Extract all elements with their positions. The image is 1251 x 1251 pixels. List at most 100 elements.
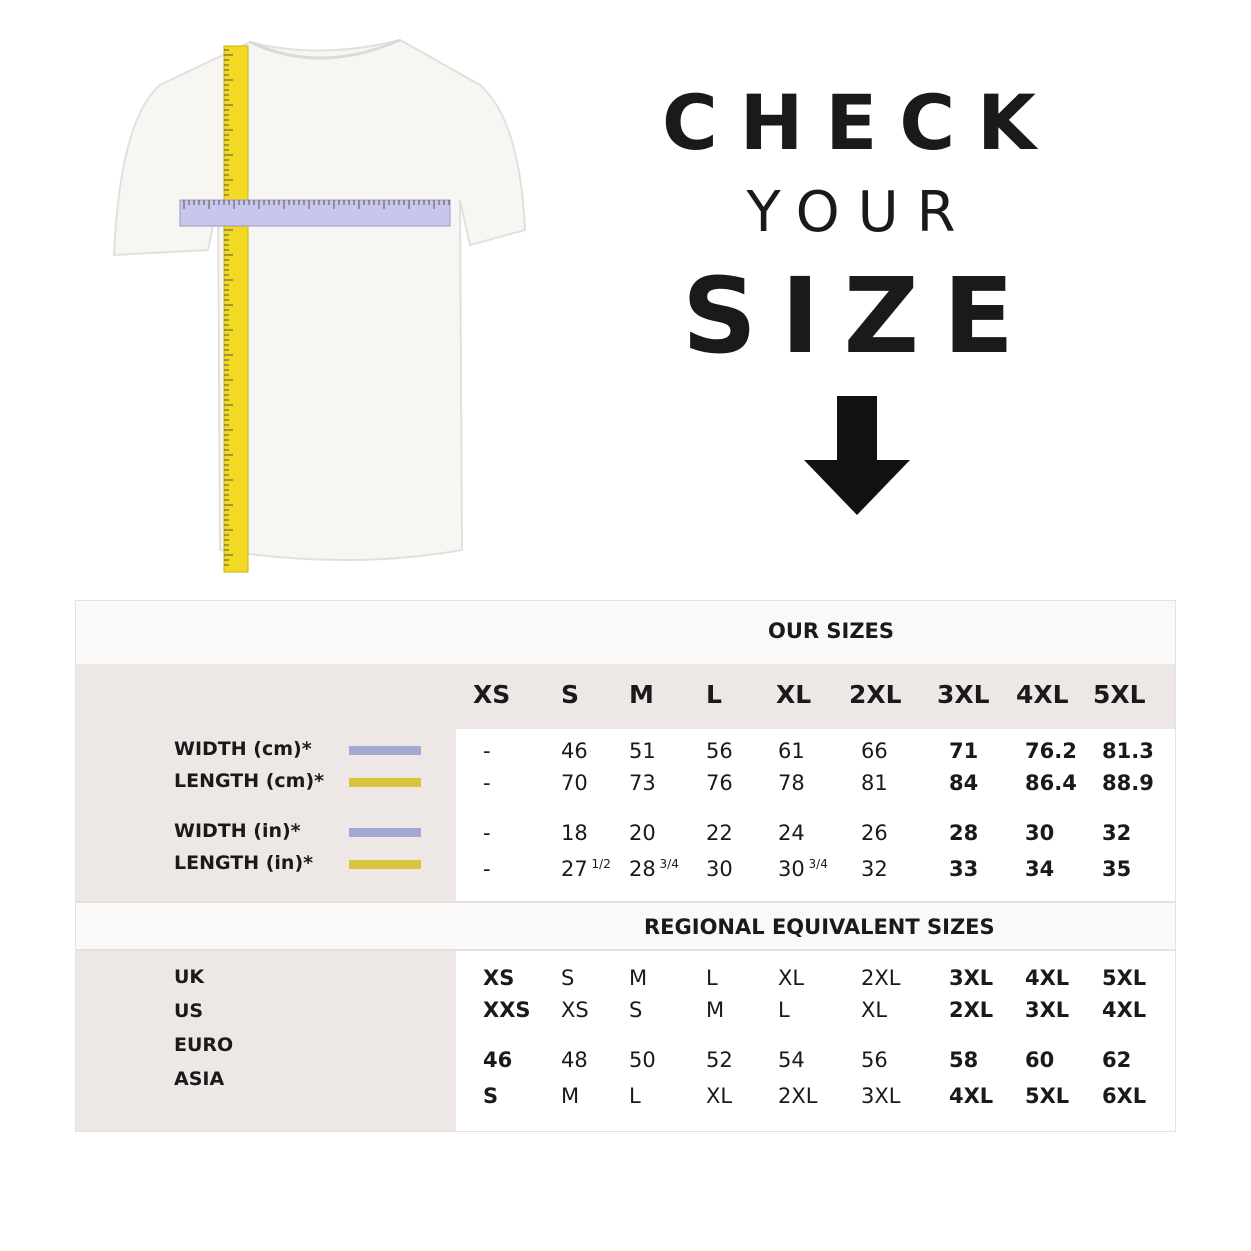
- size-header: 3XL: [937, 680, 990, 709]
- measurement-value: 28: [949, 821, 979, 845]
- regional-size-value: 4XL: [949, 1084, 994, 1108]
- regional-size-value: XL: [778, 966, 805, 990]
- regional-size-value: 56: [861, 1048, 888, 1072]
- regional-size-value: 46: [483, 1048, 513, 1072]
- measurement-value: 32: [861, 857, 888, 881]
- tshirt-shape: [112, 38, 527, 561]
- measurement-value: -: [483, 857, 491, 881]
- regional-size-value: XS: [561, 998, 589, 1022]
- measurement-value: 61: [778, 739, 805, 763]
- measurement-value: 18: [561, 821, 588, 845]
- headline-check: CHECK: [662, 78, 1058, 167]
- fraction: 3/4: [804, 857, 828, 871]
- measurement-label: LENGTH (in)*: [174, 852, 314, 874]
- regional-size-value: 4XL: [1102, 998, 1147, 1022]
- measurement-value: 27 1/2: [561, 857, 611, 881]
- fraction: 1/2: [587, 857, 611, 871]
- tshirt-image: [112, 38, 527, 573]
- regional-size-value: XXS: [483, 998, 531, 1022]
- size-header: 5XL: [1093, 680, 1146, 709]
- measurement-value: 56: [706, 739, 733, 763]
- measurement-value: 73: [629, 771, 656, 795]
- measurement-value: 81: [861, 771, 888, 795]
- measurement-value: 30: [1025, 821, 1055, 845]
- measurement-label: LENGTH (cm)*: [174, 770, 325, 792]
- regional-size-value: 3XL: [1025, 998, 1070, 1022]
- size-header: XL: [776, 680, 812, 709]
- measurement-value: -: [483, 771, 491, 795]
- regional-size-value: L: [778, 998, 790, 1022]
- headline-size: SIZE: [681, 255, 1039, 377]
- regional-size-value: 2XL: [861, 966, 901, 990]
- size-chart-table: OUR SIZES REGIONAL EQUIVALENT SIZES XS S M…: [75, 600, 1176, 1132]
- measurement-value: 34: [1025, 857, 1055, 881]
- measurement-value: 70: [561, 771, 588, 795]
- measurement-value: -: [483, 821, 491, 845]
- width-swatch: [349, 746, 421, 755]
- length-swatch: [349, 778, 421, 787]
- measurement-label: WIDTH (in)*: [174, 820, 301, 842]
- regional-size-value: 3XL: [861, 1084, 901, 1108]
- length-swatch: [349, 860, 421, 869]
- regional-size-value: S: [561, 966, 575, 990]
- arrow-down-icon: [804, 396, 910, 515]
- regional-size-value: 5XL: [1025, 1084, 1070, 1108]
- measurement-value: 33: [949, 857, 979, 881]
- regional-size-value: 58: [949, 1048, 979, 1072]
- length-tape-icon: [223, 45, 249, 573]
- measurement-value: 66: [861, 739, 888, 763]
- measurement-value: 22: [706, 821, 733, 845]
- size-header: 2XL: [849, 680, 902, 709]
- measurement-value: 86.4: [1025, 771, 1077, 795]
- regional-size-value: 3XL: [949, 966, 994, 990]
- regional-size-value: M: [629, 966, 648, 990]
- regional-size-value: 4XL: [1025, 966, 1070, 990]
- measurement-value: 76.2: [1025, 739, 1077, 763]
- headline-your: YOUR: [746, 180, 974, 245]
- size-header: M: [629, 680, 654, 709]
- region-label: ASIA: [174, 1068, 225, 1090]
- regional-size-value: 62: [1102, 1048, 1132, 1072]
- measurement-value: 46: [561, 739, 588, 763]
- regional-size-value: M: [561, 1084, 580, 1108]
- measurement-label: WIDTH (cm)*: [174, 738, 312, 760]
- size-header: S: [561, 680, 580, 709]
- regional-size-value: 2XL: [778, 1084, 818, 1108]
- regional-size-value: XL: [706, 1084, 733, 1108]
- regional-title: REGIONAL EQUIVALENT SIZES: [644, 915, 995, 939]
- measurement-value: 84: [949, 771, 979, 795]
- measurement-value: 24: [778, 821, 805, 845]
- measurement-value: 30 3/4: [778, 857, 828, 881]
- width-swatch: [349, 828, 421, 837]
- measurement-value: 71: [949, 739, 979, 763]
- fraction: 3/4: [655, 857, 679, 871]
- region-label: UK: [174, 966, 205, 988]
- size-header: XS: [473, 680, 511, 709]
- measurement-value: 88.9: [1102, 771, 1154, 795]
- regional-size-value: L: [629, 1084, 641, 1108]
- regional-size-value: 54: [778, 1048, 805, 1072]
- measurement-value: 78: [778, 771, 805, 795]
- our-sizes-title: OUR SIZES: [768, 619, 895, 643]
- measurement-value: -: [483, 739, 491, 763]
- regional-size-value: 48: [561, 1048, 588, 1072]
- regional-size-value: 52: [706, 1048, 733, 1072]
- regional-size-value: L: [706, 966, 718, 990]
- regional-header: REGIONAL EQUIVALENT SIZES: [76, 901, 1175, 951]
- regional-size-value: 2XL: [949, 998, 994, 1022]
- regional-size-value: XL: [861, 998, 888, 1022]
- measurement-value: 28 3/4: [629, 857, 679, 881]
- size-header: 4XL: [1016, 680, 1069, 709]
- region-label: US: [174, 1000, 204, 1022]
- regional-values-area: [456, 951, 1175, 1131]
- regional-size-value: M: [706, 998, 725, 1022]
- width-tape-icon: [179, 199, 451, 227]
- measurement-value: 81.3: [1102, 739, 1154, 763]
- regional-size-value: S: [483, 1084, 499, 1108]
- regional-size-value: 60: [1025, 1048, 1055, 1072]
- our-sizes-header: OUR SIZES: [76, 601, 1175, 664]
- measurement-value: 32: [1102, 821, 1132, 845]
- regional-size-value: S: [629, 998, 643, 1022]
- measurement-value: 20: [629, 821, 656, 845]
- measurement-value: 30: [706, 857, 733, 881]
